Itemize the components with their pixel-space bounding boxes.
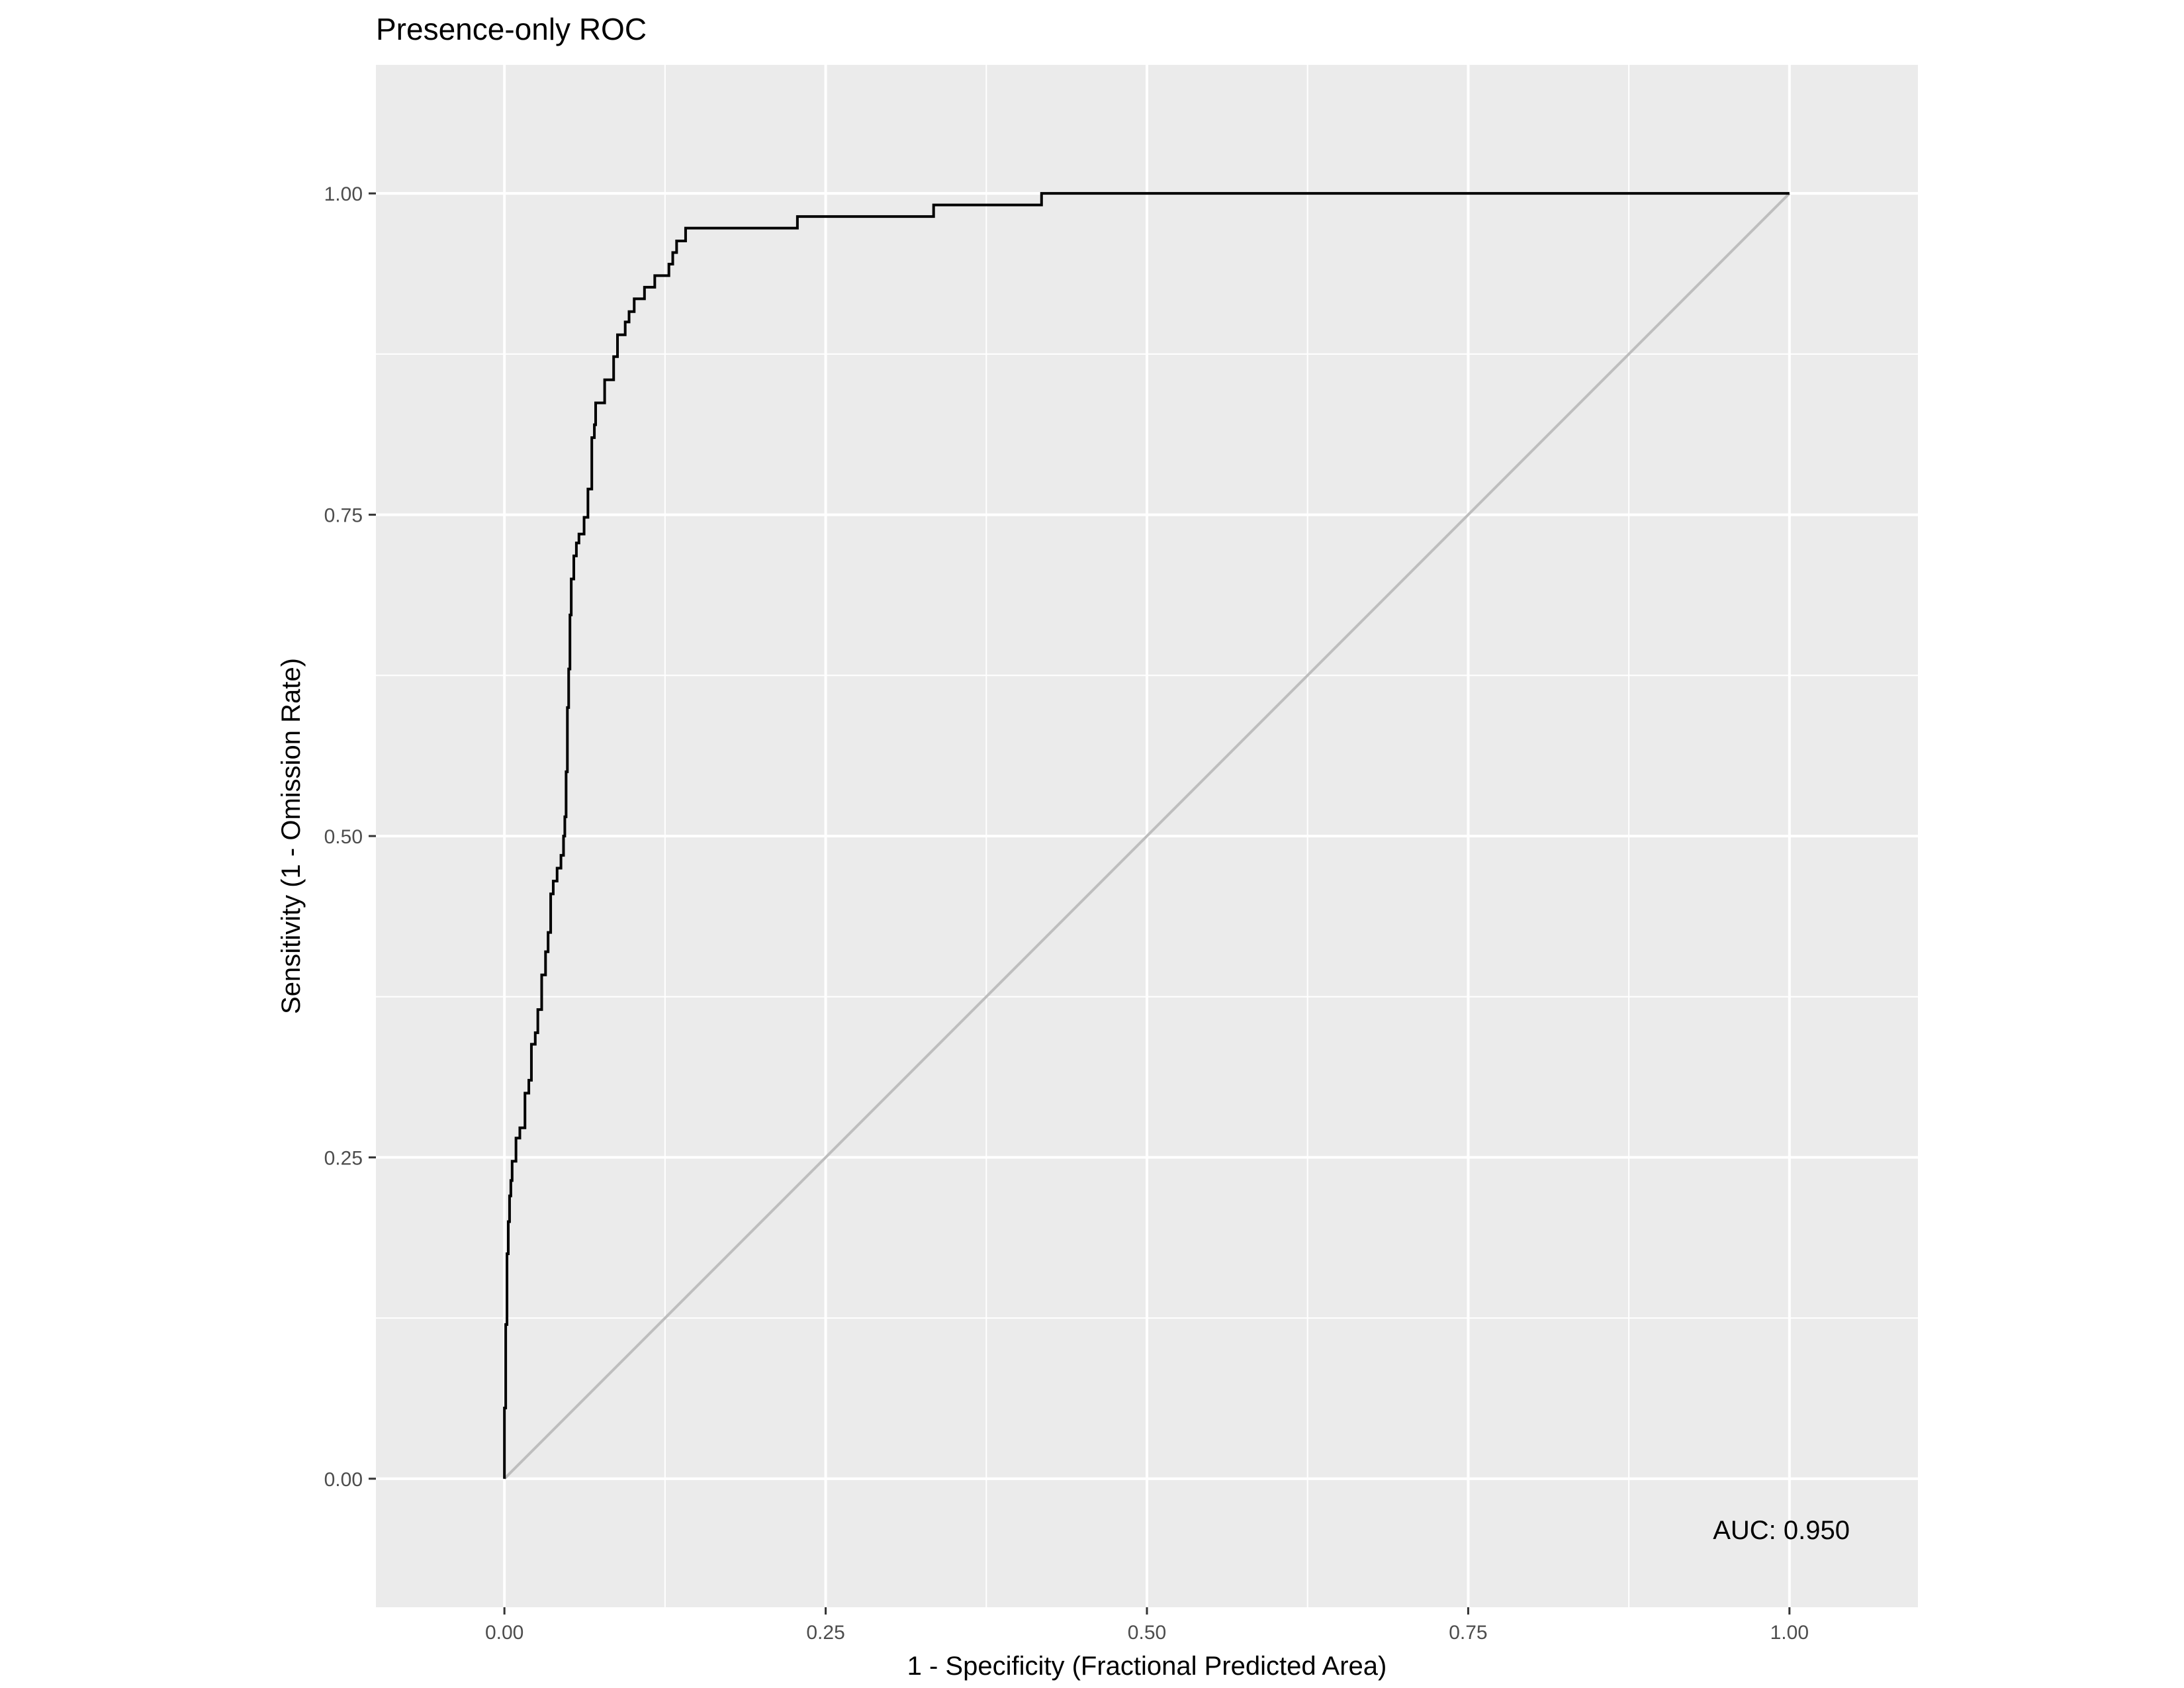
x-tick-label: 0.00 [485, 1622, 523, 1644]
series-layer [503, 192, 1791, 1480]
x-tick-label: 0.25 [806, 1622, 844, 1644]
roc-curve [503, 192, 1790, 1479]
y-tick-label: 0.75 [324, 505, 363, 527]
x-tick-label: 1.00 [1770, 1622, 1809, 1644]
x-tick-label: 0.50 [1128, 1622, 1166, 1644]
y-tick-label: 1.00 [324, 183, 363, 205]
auc-annotation: AUC: 0.950 [1713, 1516, 1850, 1545]
y-axis: 0.00 0.25 0.50 0.75 1.00 [324, 183, 376, 1491]
y-axis-title: Sensitivity (1 - Omission Rate) [277, 658, 306, 1014]
reference-line [503, 192, 1791, 1480]
chart-title: Presence-only ROC [376, 12, 647, 46]
y-tick-label: 0.00 [324, 1469, 363, 1491]
y-tick-label: 0.25 [324, 1147, 363, 1169]
x-axis-title: 1 - Specificity (Fractional Predicted Ar… [907, 1652, 1387, 1681]
x-axis: 0.00 0.25 0.50 0.75 1.00 [485, 1607, 1809, 1644]
x-tick-label: 0.75 [1449, 1622, 1487, 1644]
y-tick-label: 0.50 [324, 826, 363, 848]
